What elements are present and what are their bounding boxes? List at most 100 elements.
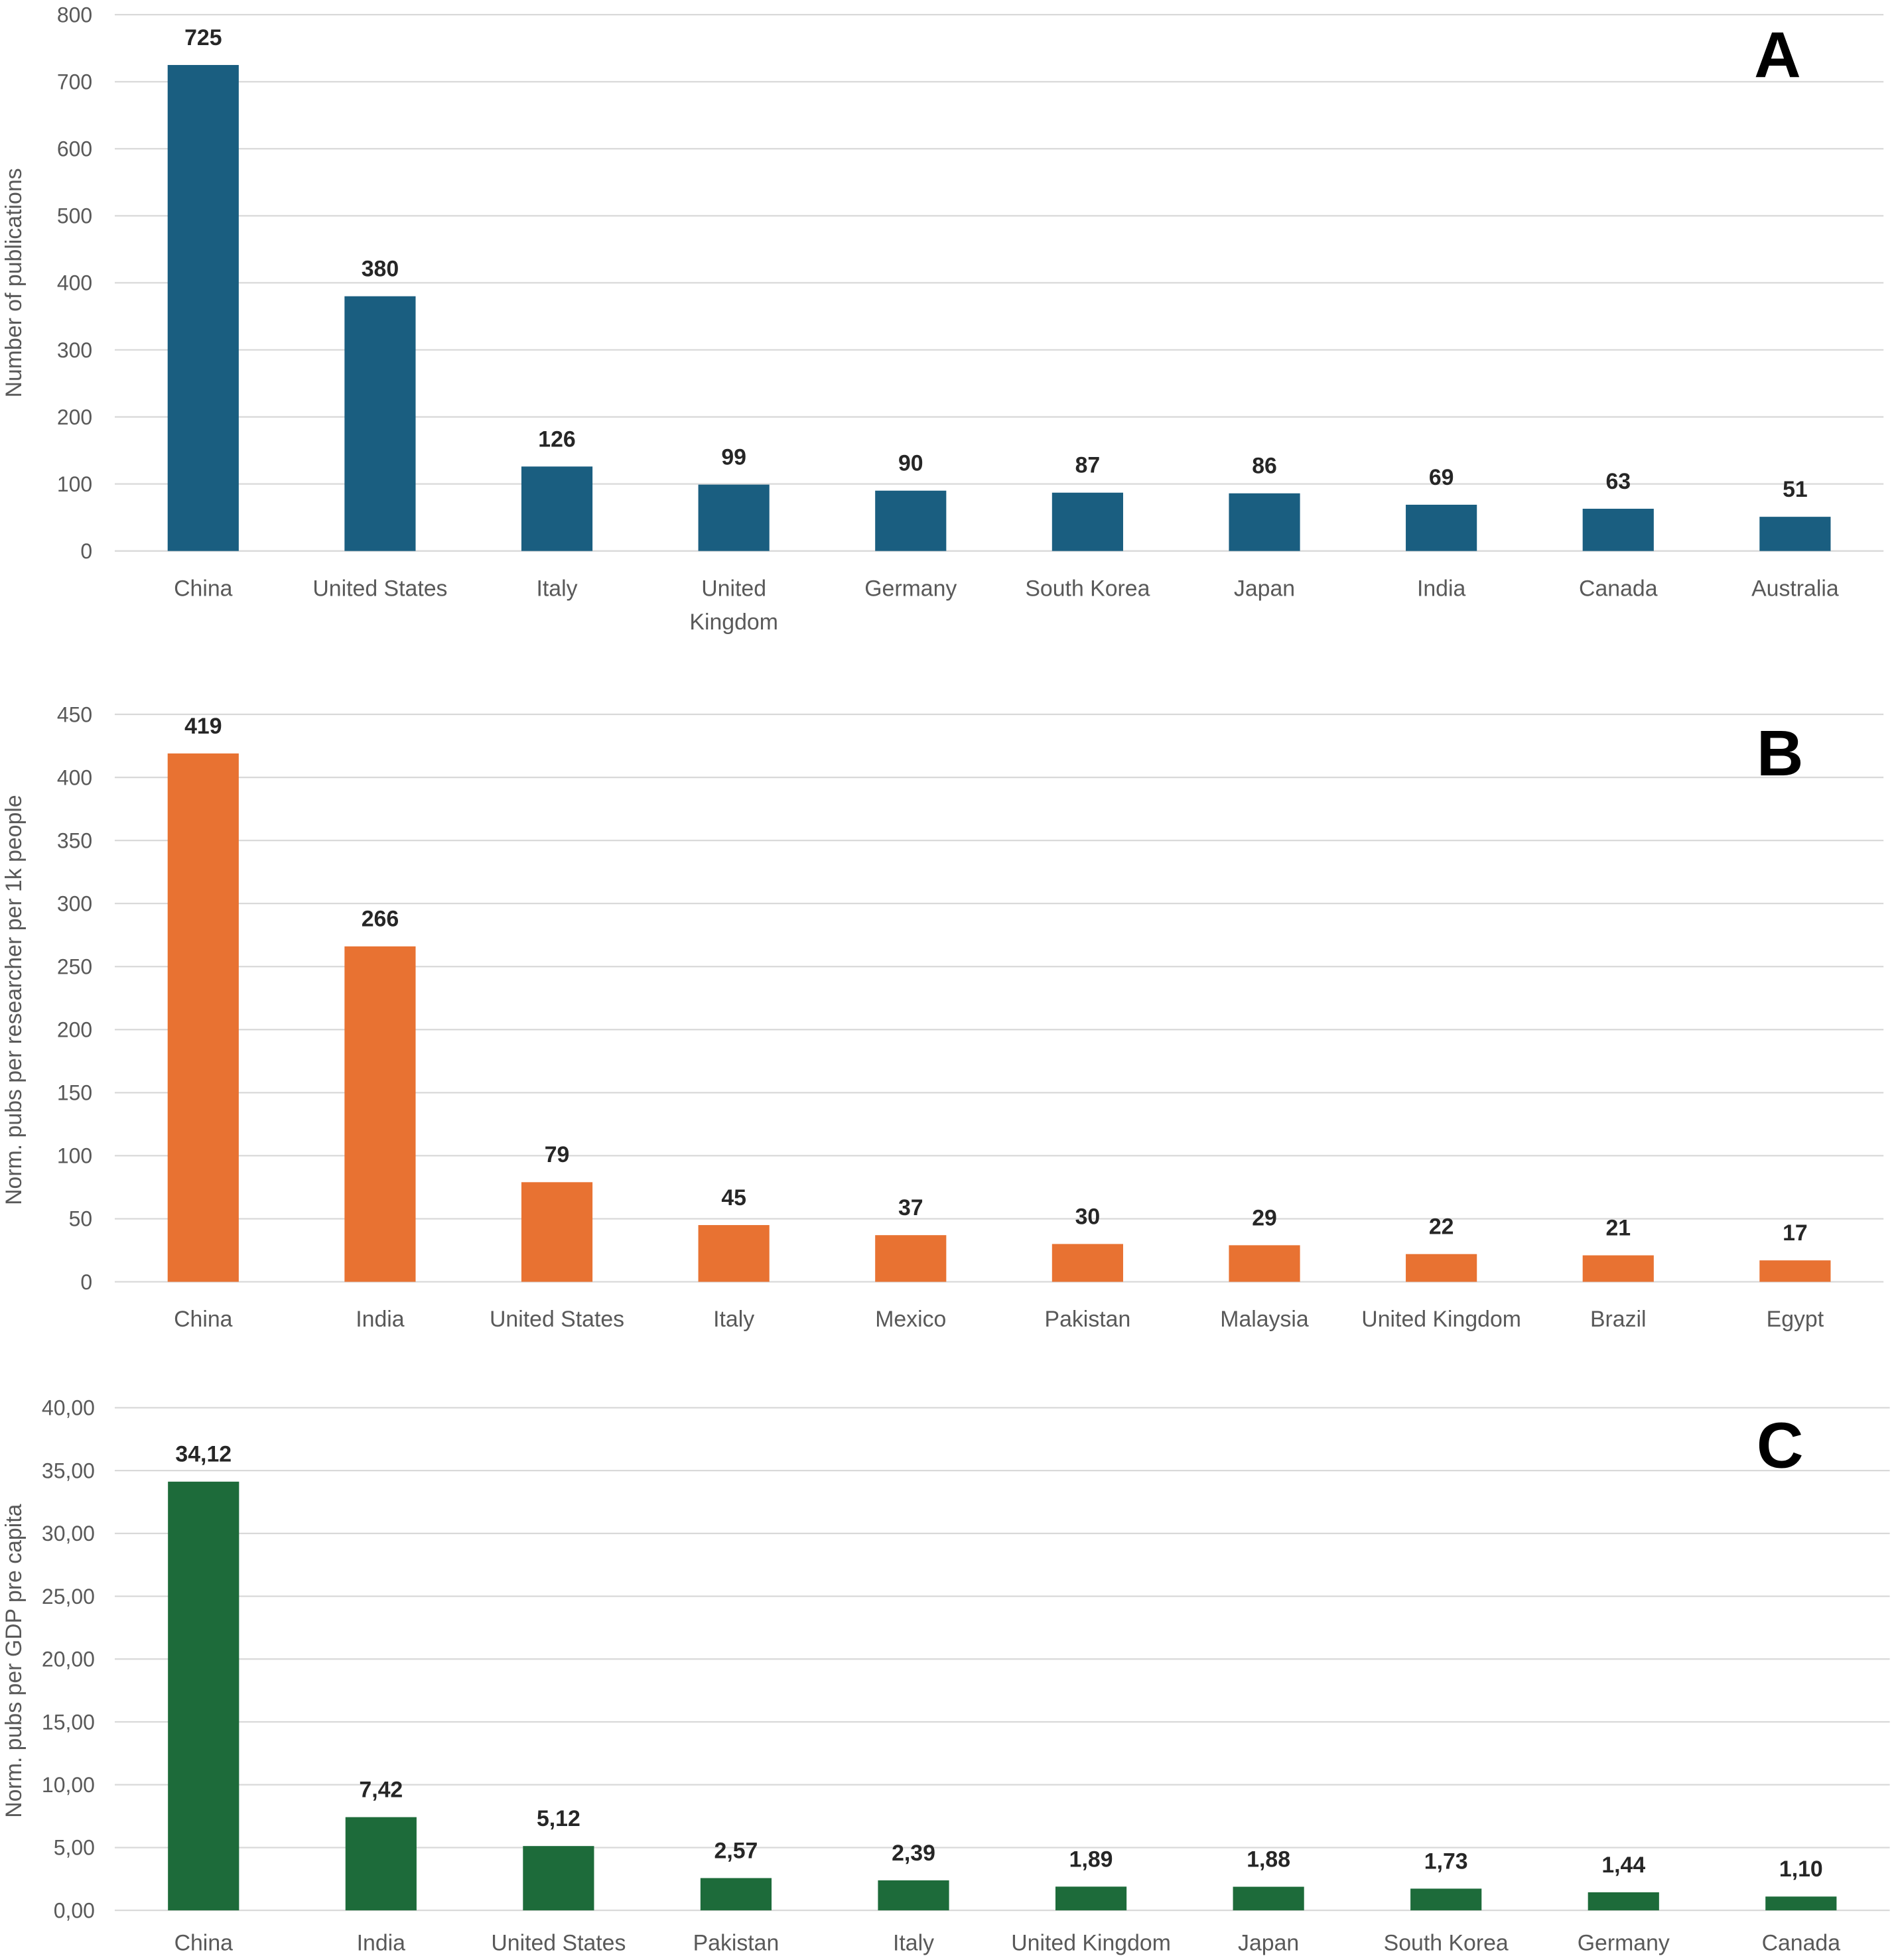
x-tick-label: Canada [1579,576,1658,601]
bar [167,64,239,551]
data-label: 37 [898,1195,923,1220]
bar [344,296,416,551]
x-tick-label: Brazil [1590,1307,1647,1332]
y-tick-label: 100 [57,1144,92,1168]
bar [1406,1254,1477,1282]
bar [698,1224,770,1282]
bar [344,946,416,1282]
x-tick-label: South Korea [1384,1930,1509,1955]
data-label: 29 [1252,1205,1277,1230]
y-tick-label: 50 [69,1207,93,1231]
y-tick-label: 450 [57,702,92,726]
y-tick-label: 400 [57,765,92,789]
bar [1410,1888,1482,1911]
bar [1051,1244,1123,1282]
bar [1759,1260,1831,1282]
x-tick-label: Japan [1234,576,1295,601]
x-tick-label: United States [491,1930,626,1955]
x-tick-label: India [1417,576,1466,601]
bar [168,1481,239,1911]
y-tick-label: 600 [57,137,92,161]
data-label: 86 [1252,454,1277,479]
data-label: 17 [1783,1220,1808,1246]
data-label: 419 [184,714,222,739]
data-label: 30 [1075,1204,1101,1229]
data-label: 90 [898,451,923,476]
data-label: 21 [1605,1216,1631,1241]
y-tick-label: 15,00 [42,1710,95,1734]
bar [700,1878,772,1911]
bar [1582,509,1654,551]
y-tick-label: 800 [57,3,92,27]
data-label: 380 [362,257,399,282]
y-tick-label: 25,00 [42,1585,95,1608]
y-tick-label: 30,00 [42,1522,95,1545]
y-axis-label: Norm. pubs per GDP pre capita [1,1504,27,1817]
x-tick-label: India [356,1307,405,1332]
x-tick-label: China [174,576,233,601]
bar [521,466,593,551]
x-tick-label: Italy [893,1930,934,1955]
data-label: 51 [1783,477,1808,502]
x-tick-label: Pakistan [1045,1307,1131,1332]
data-label: 63 [1605,469,1631,494]
y-tick-label: 5,00 [54,1836,95,1860]
y-tick-label: 200 [57,1018,92,1042]
data-label: 126 [538,426,575,452]
y-tick-label: 0,00 [54,1898,95,1922]
y-tick-label: 350 [57,828,92,852]
data-label: 45 [721,1185,746,1210]
data-label: 266 [362,907,399,932]
x-tick-label: United Kingdom [689,576,778,635]
x-tick-label: India [357,1930,406,1955]
y-tick-label: 200 [57,405,92,429]
x-tick-label: Canada [1762,1930,1841,1955]
y-tick-label: 10,00 [42,1773,95,1797]
data-label: 34,12 [175,1442,232,1467]
x-tick-label: United States [312,576,447,601]
x-tick-label: Germany [864,576,957,601]
y-axis-label: Number of publications [1,168,27,397]
y-tick-label: 150 [57,1081,92,1105]
panel-label: B [1757,716,1804,789]
y-tick-label: 300 [57,891,92,915]
bar [1588,1892,1659,1911]
x-tick-label: Mexico [875,1307,946,1332]
bar [1229,493,1300,551]
y-tick-label: 0 [80,1270,92,1294]
x-tick-label: South Korea [1025,576,1150,601]
data-label: 725 [184,25,222,50]
data-label: 2,57 [714,1838,758,1863]
data-label: 69 [1429,465,1454,490]
bar [523,1846,594,1911]
data-label: 87 [1075,453,1101,478]
panel-label: A [1754,18,1801,91]
data-label: 79 [545,1142,570,1167]
data-label: 1,44 [1601,1853,1645,1878]
bar [1406,504,1477,551]
bar [875,1235,947,1282]
data-label: 99 [721,445,746,470]
x-tick-label: Malaysia [1220,1307,1309,1332]
bar [875,490,947,551]
bar [167,753,239,1282]
bar [1759,517,1831,551]
x-tick-label: Egypt [1767,1307,1824,1332]
data-label: 5,12 [537,1806,580,1831]
x-tick-label: China [174,1930,234,1955]
x-tick-label: China [174,1307,233,1332]
x-tick-label: Australia [1751,576,1839,601]
y-tick-label: 300 [57,338,92,362]
y-tick-label: 500 [57,204,92,228]
x-tick-label: Italy [713,1307,754,1332]
bar [1055,1886,1127,1911]
chart-panel-a: 0 100 200 300 400 500 600 700 800 Number of publi… [1,3,1884,635]
data-label: 7,42 [359,1778,403,1803]
y-tick-label: 250 [57,955,92,979]
y-tick-label: 100 [57,472,92,496]
x-tick-label: Italy [537,576,578,601]
data-label: 1,88 [1247,1847,1290,1872]
bar [1051,492,1123,551]
data-label: 22 [1429,1214,1454,1240]
bar [521,1182,593,1282]
